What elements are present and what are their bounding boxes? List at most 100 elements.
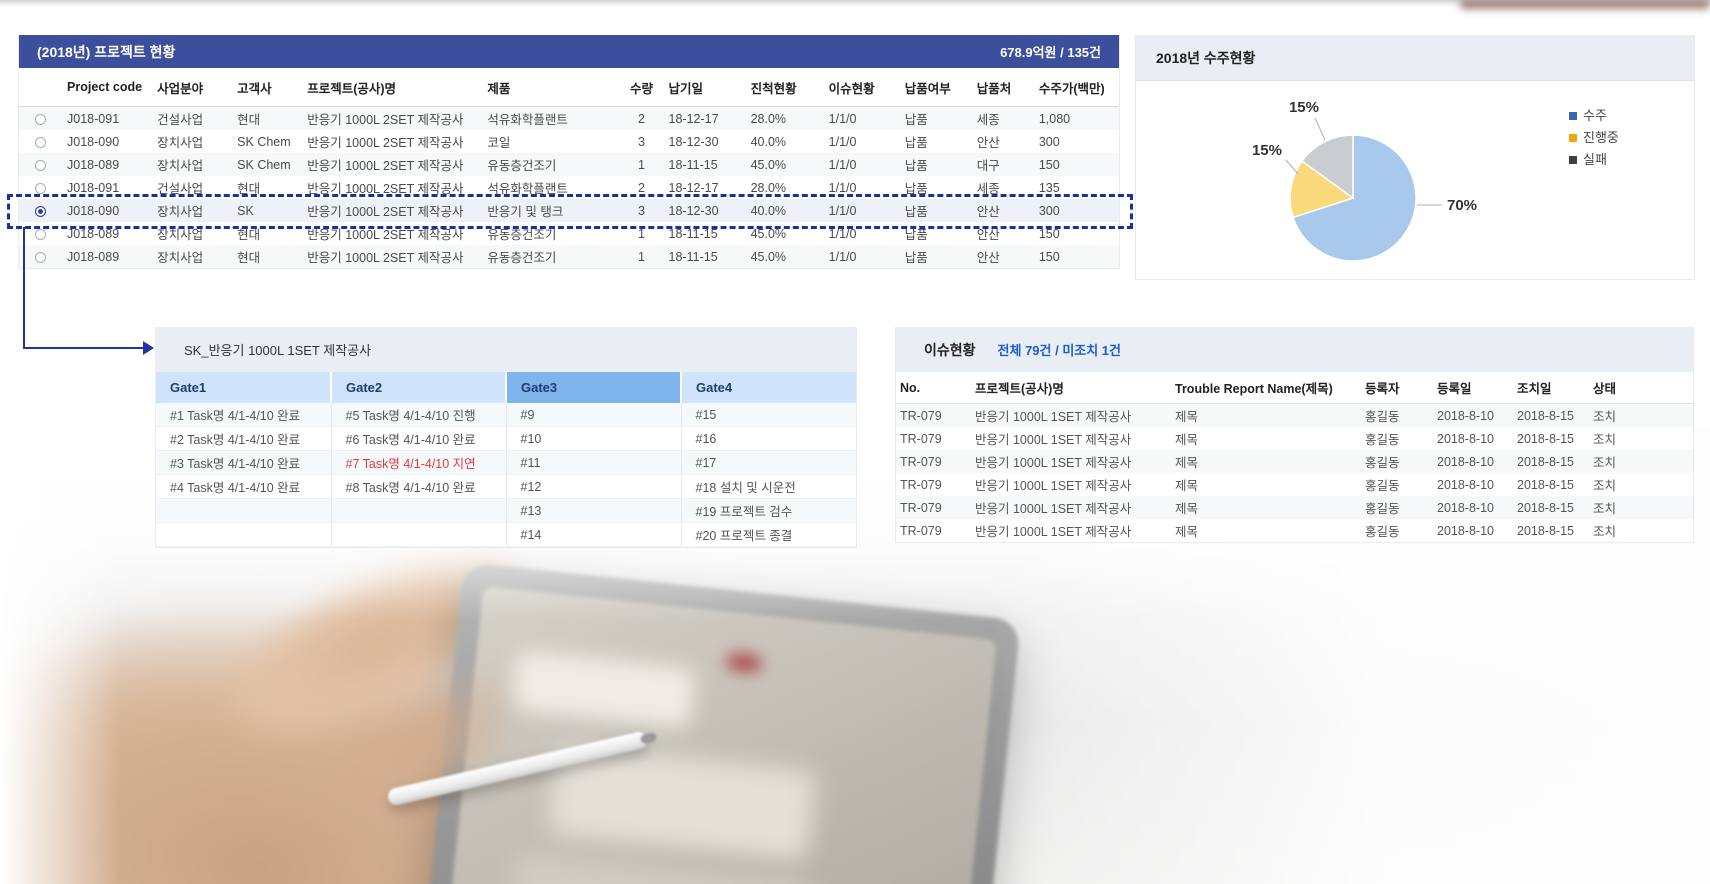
gate-column-header: Gate4 bbox=[681, 372, 856, 403]
project-panel-summary: 678.9억원 / 135건 bbox=[1000, 45, 1101, 60]
table-cell: 45.0% bbox=[750, 249, 787, 264]
table-cell: 현대 bbox=[237, 182, 261, 196]
gate-row: #1 Task명 4/1-4/10 완료 #5 Task명 4/1-4/10 진행… bbox=[156, 403, 856, 427]
row-radio[interactable] bbox=[35, 113, 46, 125]
table-cell: 세종 bbox=[976, 182, 1000, 196]
project-status-panel: (2018년) 프로젝트 현황 678.9억원 / 135건 Project c… bbox=[7, 35, 1133, 269]
row-radio[interactable] bbox=[35, 205, 46, 217]
table-cell: 안산 bbox=[976, 228, 1000, 242]
gate-row: #3 Task명 4/1-4/10 완료 #7 Task명 4/1-4/10 지연… bbox=[156, 450, 856, 475]
table-row[interactable]: J018-089 장치사업 현대 반응기 1000L 2SET 제작공사 유동층건조기 1… bbox=[19, 222, 1119, 245]
table-cell: 135 bbox=[1038, 180, 1060, 195]
gate-table: Gate1 Gate2 Gate3 Gate4 #1 Task명 4/1-4/10 완… bbox=[156, 372, 856, 547]
table-cell: 2 bbox=[638, 111, 645, 126]
gate-column-header: Gate3 bbox=[506, 372, 682, 403]
issue-cell: 홍길동 bbox=[1365, 410, 1400, 424]
issue-row: TR-079 반응기 1000L 1SET 제작공사 제목 홍길동 2018-8-10 2… bbox=[896, 427, 1693, 450]
issue-row: TR-079 반응기 1000L 1SET 제작공사 제목 홍길동 2018-8-10 2… bbox=[896, 496, 1693, 519]
gate-row: #14 #20 프로젝트 종결 bbox=[156, 522, 856, 547]
legend-label: 실패 bbox=[1583, 152, 1607, 167]
table-cell: J018-090 bbox=[67, 134, 120, 149]
table-cell: 반응기 1000L 2SET 제작공사 bbox=[307, 205, 464, 219]
issue-cell: 반응기 1000L 1SET 제작공사 bbox=[975, 525, 1132, 539]
table-row[interactable]: J018-090 장치사업 SK 반응기 1000L 2SET 제작공사 반응기 및 탱… bbox=[19, 199, 1119, 222]
project-panel-title: (2018년) 프로젝트 현황 bbox=[37, 43, 176, 60]
table-cell: 1/1/0 bbox=[828, 134, 857, 149]
gate-cell: #15 bbox=[681, 403, 856, 427]
table-cell: 반응기 1000L 2SET 제작공사 bbox=[307, 228, 464, 242]
pie-chart-body: 70% 15% 15% 수주 진행중 실패 bbox=[1136, 81, 1694, 280]
issue-cell: 반응기 1000L 1SET 제작공사 bbox=[975, 410, 1132, 424]
table-row[interactable]: J018-089 장치사업 SK Chem 반응기 1000L 2SET 제작공사 유동… bbox=[19, 153, 1119, 176]
row-radio[interactable] bbox=[35, 136, 46, 148]
pie-label-leader bbox=[1285, 159, 1299, 175]
table-cell: 45.0% bbox=[750, 157, 787, 172]
table-cell: SK bbox=[237, 203, 254, 218]
photo-screen-smudge bbox=[726, 652, 762, 674]
column-header: 납품처 bbox=[972, 68, 1035, 107]
issue-cell: 홍길동 bbox=[1365, 502, 1400, 516]
legend-swatch-icon bbox=[1569, 112, 1577, 120]
issue-cell: 홍길동 bbox=[1365, 479, 1400, 493]
legend-item: 수주 bbox=[1569, 107, 1619, 125]
table-cell: 코일 bbox=[487, 136, 511, 150]
table-cell: 2 bbox=[638, 180, 645, 195]
table-row[interactable]: J018-091 건설사업 현대 반응기 1000L 2SET 제작공사 석유화학플랜트… bbox=[19, 176, 1119, 199]
table-cell: J018-089 bbox=[67, 226, 120, 241]
table-cell: 대구 bbox=[976, 159, 1000, 173]
gate-cell bbox=[331, 522, 507, 547]
issue-table: No. 프로젝트(공사)명 Trouble Report Name(제목) 등록자 등록… bbox=[896, 372, 1693, 542]
issue-cell: 2018-8-10 bbox=[1437, 454, 1494, 469]
table-cell: SK Chem bbox=[237, 134, 291, 149]
table-cell: J018-091 bbox=[67, 180, 120, 195]
table-cell: 1/1/0 bbox=[828, 180, 857, 195]
table-cell: 40.0% bbox=[750, 134, 787, 149]
row-radio-cell bbox=[19, 222, 63, 245]
row-radio[interactable] bbox=[35, 159, 46, 171]
table-cell: 18-11-15 bbox=[668, 249, 718, 264]
issue-cell: 2018-8-10 bbox=[1437, 523, 1494, 538]
gate-column-header: Gate2 bbox=[331, 372, 507, 403]
legend-item: 진행중 bbox=[1569, 129, 1619, 147]
table-cell: 반응기 및 탱크 bbox=[487, 205, 564, 219]
table-cell: 장치사업 bbox=[157, 251, 204, 265]
issue-cell: 2018-8-10 bbox=[1437, 408, 1494, 423]
issue-row: TR-079 반응기 1000L 1SET 제작공사 제목 홍길동 2018-8-10 2… bbox=[896, 450, 1693, 473]
issue-cell: 홍길동 bbox=[1365, 456, 1400, 470]
row-radio-cell bbox=[19, 130, 63, 153]
row-radio-cell bbox=[19, 176, 63, 199]
row-radio[interactable] bbox=[35, 228, 46, 240]
table-cell: 300 bbox=[1038, 203, 1060, 218]
table-cell: 반응기 1000L 2SET 제작공사 bbox=[307, 251, 464, 265]
connector-line-vertical bbox=[23, 227, 25, 348]
table-row[interactable]: J018-090 장치사업 SK Chem 반응기 1000L 2SET 제작공사 코일… bbox=[19, 130, 1119, 153]
connector-arrow-icon bbox=[143, 341, 154, 355]
table-cell: 납품 bbox=[904, 228, 928, 242]
table-cell: 반응기 1000L 2SET 제작공사 bbox=[307, 182, 464, 196]
table-cell: J018-090 bbox=[67, 203, 120, 218]
issue-column-header: 상태 bbox=[1589, 372, 1693, 404]
row-radio[interactable] bbox=[35, 182, 46, 194]
issue-column-header: 조치일 bbox=[1513, 372, 1589, 404]
row-radio[interactable] bbox=[35, 251, 46, 263]
table-cell: 1 bbox=[638, 157, 645, 172]
project-panel-titlebar: (2018년) 프로젝트 현황 678.9억원 / 135건 bbox=[19, 35, 1119, 68]
issue-cell: 반응기 1000L 1SET 제작공사 bbox=[975, 433, 1132, 447]
issue-cell: 홍길동 bbox=[1365, 433, 1400, 447]
issue-row: TR-079 반응기 1000L 1SET 제작공사 제목 홍길동 2018-8-10 2… bbox=[896, 403, 1693, 427]
table-cell: 납품 bbox=[904, 182, 928, 196]
table-row[interactable]: J018-089 장치사업 현대 반응기 1000L 2SET 제작공사 유동층건조기 1… bbox=[19, 245, 1119, 268]
issue-cell: 2018-8-15 bbox=[1517, 500, 1574, 515]
top-photo-smudge bbox=[1460, 0, 1710, 9]
issue-cell: 2018-8-15 bbox=[1517, 431, 1574, 446]
table-cell: 장치사업 bbox=[157, 228, 204, 242]
issue-cell: 2018-8-10 bbox=[1437, 477, 1494, 492]
gate-panel-titlebar: SK_반응기 1000L 1SET 제작공사 bbox=[156, 327, 856, 372]
radio-column-header bbox=[19, 68, 64, 107]
table-cell: 납품 bbox=[904, 251, 928, 265]
issue-cell: 제목 bbox=[1175, 502, 1199, 516]
table-row[interactable]: J018-091 건설사업 현대 반응기 1000L 2SET 제작공사 석유화학플랜트… bbox=[19, 106, 1119, 130]
column-header: Project code bbox=[63, 68, 154, 107]
table-cell: 반응기 1000L 2SET 제작공사 bbox=[307, 113, 464, 127]
issue-status-panel: 이슈현황 전체 79건 / 미조치 1건 No. 프로젝트(공사)명 Trouble… bbox=[895, 327, 1694, 543]
